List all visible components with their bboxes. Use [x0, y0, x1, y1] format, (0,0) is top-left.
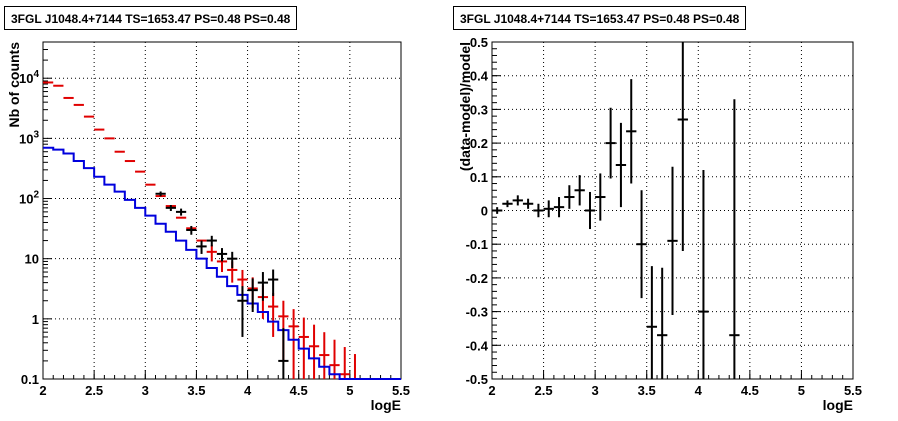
x-tick-label: 3: [592, 383, 599, 398]
y-tick-label: 0.5: [470, 35, 488, 50]
x-tick-label: 2: [39, 383, 46, 398]
y-tick-label: 0.2: [470, 136, 488, 151]
y-tick-label: 103: [19, 129, 39, 146]
y-tick-label: 0.3: [470, 102, 488, 117]
y-tick-label: 0.4: [470, 69, 489, 84]
left-pad: 2 2.5 3 3.5 4 4.5 5 5.5 0.1 1 10 102 103 104 logE Nb of…: [4, 6, 410, 413]
x-tick-label: 4: [695, 383, 703, 398]
model-curve: [43, 146, 401, 380]
x-tick-label: 2.5: [85, 383, 103, 398]
counts-plot: 2 2.5 3 3.5 4 4.5 5 5.5 0.1 1 10 102 103 104 logE Nb of…: [6, 41, 410, 413]
y-tick-label: -0.4: [466, 338, 489, 353]
y-tick-label: 104: [19, 69, 39, 86]
x-tick-label: 3.5: [187, 383, 205, 398]
x-tick-label: 5: [346, 383, 353, 398]
x-tick-label: 2: [488, 383, 495, 398]
x-tick-label: 5.5: [844, 383, 862, 398]
y-tick-label: 1: [32, 312, 39, 327]
x-tick-label: 4: [244, 383, 252, 398]
y-tick-label: 102: [19, 190, 39, 207]
y-tick-label: 10: [25, 252, 39, 267]
y-tick-label: -0.3: [466, 305, 488, 320]
plot-frame: [42, 41, 402, 380]
x-tick-label: 2.5: [535, 383, 553, 398]
chart-title: 3FGL J1048.4+7144 TS=1653.47 PS=0.48 PS=…: [453, 6, 747, 30]
x-tick-label: 3: [142, 383, 149, 398]
y-tick-label: -0.1: [466, 237, 488, 252]
x-axis-title: logE: [823, 397, 853, 413]
x-tick-label: 4.5: [290, 383, 308, 398]
y-axis-title: (data-model)/model: [457, 42, 473, 171]
right-pad: 2 2.5 3 3.5 4 4.5 5 5.5 -0.5 -0.4 -0.3 -0.2 -0.1 0 0.1…: [449, 0, 898, 421]
y-tick-label: -0.2: [466, 271, 488, 286]
y-tick-label: 0.1: [470, 170, 488, 185]
y-tick-label: 0.1: [21, 372, 39, 387]
x-tick-label: 5: [798, 383, 805, 398]
x-tick-label: 5.5: [392, 383, 410, 398]
y-tick-label: -0.5: [466, 372, 488, 387]
x-tick-label: 3.5: [638, 383, 656, 398]
chart-title: 3FGL J1048.4+7144 TS=1653.47 PS=0.48 PS=…: [4, 6, 298, 30]
x-axis-title: logE: [371, 397, 401, 413]
residuals-plot: 2 2.5 3 3.5 4 4.5 5 5.5 -0.5 -0.4 -0.3 -0.2 -0.1 0 0.1…: [457, 35, 862, 413]
y-axis-title: Nb of counts: [6, 42, 22, 128]
y-tick-label: 0: [481, 204, 488, 219]
x-tick-label: 4.5: [741, 383, 759, 398]
